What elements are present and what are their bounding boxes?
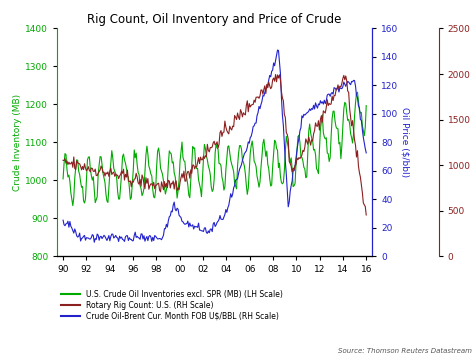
Legend: U.S. Crude Oil Inventories excl. SPR (MB) (LH Scale), Rotary Rig Count: U.S. (RH: U.S. Crude Oil Inventories excl. SPR (MB… <box>61 290 283 321</box>
Y-axis label: Oil Price ($/bbl): Oil Price ($/bbl) <box>400 108 408 177</box>
Title: Rig Count, Oil Inventory and Price of Crude: Rig Count, Oil Inventory and Price of Cr… <box>87 13 341 26</box>
Y-axis label: Rotary Rig Count: Rotary Rig Count <box>475 104 476 181</box>
Text: Source: Thomson Reuters Datastream: Source: Thomson Reuters Datastream <box>337 348 471 354</box>
Y-axis label: Crude Inventory (MB): Crude Inventory (MB) <box>13 94 22 191</box>
